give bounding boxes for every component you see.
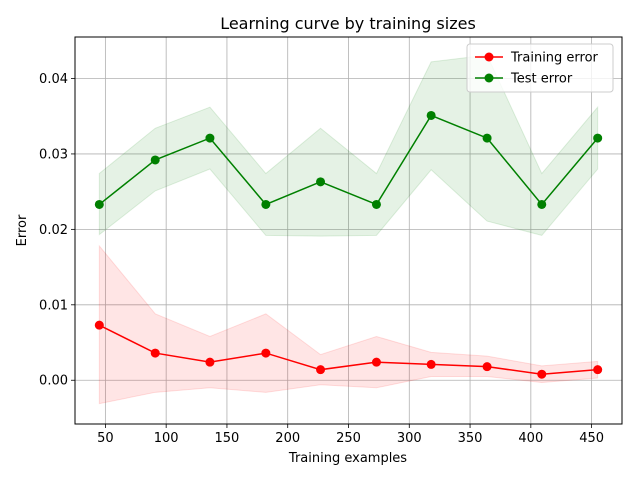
training-error-point <box>261 348 271 358</box>
x-tick-label: 250 <box>336 431 361 446</box>
training-error-point <box>371 357 381 367</box>
grid <box>75 37 622 424</box>
test-error-point <box>593 133 603 143</box>
training-error-point <box>94 320 104 330</box>
test-error-point <box>371 199 381 209</box>
y-tick-label: 0.00 <box>39 374 68 389</box>
x-tick-label: 50 <box>97 431 114 446</box>
test-error-point <box>150 155 160 165</box>
x-axis-title: Training examples <box>288 451 407 466</box>
confidence-bands <box>98 54 599 405</box>
legend: Training error Test error <box>466 43 614 93</box>
chart-title: Learning curve by training sizes <box>220 14 476 33</box>
training-error-point <box>150 348 160 358</box>
test-error-line <box>98 114 599 206</box>
x-tick-label: 400 <box>518 431 543 446</box>
training-error-point <box>316 365 326 375</box>
test-error-point <box>426 110 436 120</box>
training-error-point <box>482 362 492 372</box>
axis-ticks: 50 100 150 200 250 300 350 400 450 0.00 0.01 0.02 0.… <box>39 72 604 446</box>
training-error-line <box>98 324 598 375</box>
x-tick-label: 350 <box>458 431 483 446</box>
x-tick-label: 150 <box>215 431 240 446</box>
y-tick-label: 0.04 <box>39 72 68 87</box>
training-error-band <box>98 244 599 405</box>
series-points <box>94 110 603 379</box>
test-error-point <box>261 199 271 209</box>
y-tick-label: 0.01 <box>39 298 68 313</box>
x-tick-label: 300 <box>397 431 422 446</box>
training-error-point <box>426 359 436 369</box>
y-axis-title: Error <box>15 214 30 246</box>
x-tick-label: 450 <box>579 431 604 446</box>
test-error-point <box>205 133 215 143</box>
test-error-legend-marker <box>484 73 494 83</box>
x-tick-label: 200 <box>275 431 300 446</box>
test-error-point <box>482 133 492 143</box>
test-error-point <box>316 177 326 187</box>
test-error-band <box>98 54 599 237</box>
test-error-legend-label: Test error <box>510 72 573 87</box>
y-tick-label: 0.02 <box>39 223 68 238</box>
x-tick-label: 100 <box>154 431 179 446</box>
training-error-point <box>593 365 603 375</box>
test-error-point <box>537 199 547 209</box>
legend-box <box>466 43 614 93</box>
training-error-legend-marker <box>484 52 494 62</box>
test-error-point <box>94 199 104 209</box>
series-lines <box>98 114 599 375</box>
training-error-point <box>537 369 547 379</box>
training-error-point <box>205 357 215 367</box>
y-tick-label: 0.03 <box>39 147 68 162</box>
training-error-legend-label: Training error <box>510 51 599 66</box>
